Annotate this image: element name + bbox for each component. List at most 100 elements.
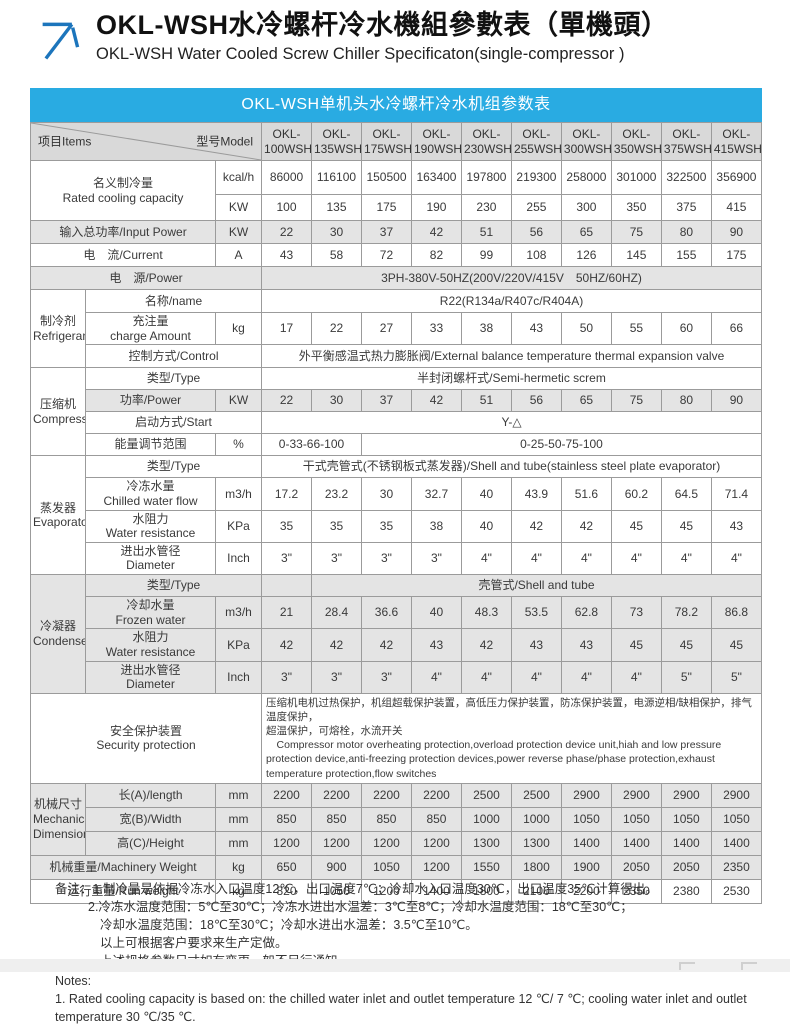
data-cell: 4": [410, 660, 462, 694]
corner-cell: 项目Items 型号Model: [29, 122, 263, 161]
data-cell: 37: [360, 389, 412, 413]
data-cell: 60.2: [610, 477, 662, 511]
data-cell: 60: [660, 311, 712, 346]
page-subtitle: OKL-WSH Water Cooled Screw Chiller Speci…: [96, 45, 625, 63]
data-cell: 3": [410, 541, 462, 576]
data-cell: 32.7: [410, 477, 462, 511]
row-label: 电 流/Current: [30, 243, 216, 267]
row-label: 启动方式/Start: [84, 411, 263, 435]
unit-cell: kg: [214, 878, 263, 904]
unit-cell: KW: [214, 389, 263, 413]
data-cell: 38: [460, 311, 512, 346]
data-cell: 22: [311, 311, 362, 346]
data-cell: 190: [410, 194, 462, 221]
data-cell: 1050: [360, 854, 412, 880]
row-label: 机械重量/Machinery Weight: [30, 854, 216, 880]
data-cell: 2900: [610, 782, 662, 808]
data-cell: 2900: [560, 782, 612, 808]
data-cell: 51: [460, 389, 512, 413]
row-label: 控制方式/Control: [84, 344, 263, 369]
model-header-cell: OKL- 415WSH: [710, 122, 763, 161]
data-cell: 4": [510, 660, 562, 694]
group-label: 蒸发器 Evaporator: [30, 455, 86, 575]
data-cell: 1050: [610, 806, 662, 832]
data-cell: 1300: [460, 830, 512, 856]
data-cell: 65: [560, 220, 612, 244]
unit-cell: KW: [214, 194, 263, 221]
data-cell: 23.2: [311, 477, 362, 511]
data-cell: 4": [610, 660, 662, 694]
data-cell: 99: [460, 243, 512, 267]
data-cell: 3": [261, 541, 312, 576]
data-cell: 1200: [360, 830, 412, 856]
data-cell: 43: [510, 628, 562, 662]
data-cell: 90: [710, 220, 763, 244]
cutoff-mark-icon: [679, 962, 695, 970]
data-cell: 86000: [261, 160, 312, 195]
row-label: 水阻力 Water resistance: [85, 509, 216, 543]
data-cell: 219300: [510, 160, 562, 195]
data-cell: 66: [710, 311, 763, 346]
data-cell: 2350: [710, 854, 763, 880]
data-cell: 850: [410, 806, 462, 832]
data-cell: 4": [510, 541, 562, 576]
model-header-cell: OKL- 350WSH: [610, 122, 662, 161]
data-cell: 4": [660, 541, 712, 576]
data-cell: 43: [261, 243, 312, 267]
data-cell: 80: [660, 220, 712, 244]
unit-cell: mm: [214, 806, 263, 832]
data-cell: 900: [311, 854, 362, 880]
data-cell: 43: [510, 311, 562, 346]
unit-cell: m3/h: [214, 477, 263, 511]
data-cell: 42: [360, 628, 412, 662]
value-cell: R22(R134a/R407c/R404A): [261, 289, 762, 313]
data-cell: 45: [660, 628, 712, 662]
data-cell: 35: [360, 509, 412, 543]
note-line: 1. Rated cooling capacity is based on: t…: [55, 992, 747, 1024]
data-cell: 5": [660, 660, 712, 694]
data-cell: 64.5: [660, 477, 712, 511]
unit-cell: KW: [214, 220, 263, 244]
model-header-cell: OKL- 300WSH: [560, 122, 612, 161]
data-cell: 1050: [660, 806, 712, 832]
notes-label: Notes:: [55, 974, 92, 988]
data-cell: 356900: [710, 160, 763, 195]
data-cell: 40: [410, 595, 462, 630]
notes-section: 备注：1.制冷量是依据冷冻水入口温度12℃，出口温度7℃；冷却水入口温度30℃，…: [55, 880, 765, 1026]
data-cell: 163400: [410, 160, 462, 195]
data-cell: 135: [311, 194, 362, 221]
data-cell: 45: [660, 509, 712, 543]
data-cell: 1400: [410, 878, 462, 904]
data-cell: 1050: [311, 878, 362, 904]
data-cell: 51: [460, 220, 512, 244]
data-cell: 90: [710, 389, 763, 413]
data-cell: 42: [261, 628, 312, 662]
row-label: 充注量 charge Amount: [85, 311, 216, 346]
group-label: 压缩机 Compressor: [30, 367, 86, 457]
catalog-page: OKL-WSH水冷螺杆冷水機組參數表（單機頭） OKL-WSH Water Co…: [0, 10, 790, 1024]
data-cell: 2050: [660, 854, 712, 880]
data-cell: 3": [261, 660, 312, 694]
data-cell: 58: [311, 243, 362, 267]
data-cell: 2500: [460, 782, 512, 808]
model-header-cell: OKL- 230WSH: [460, 122, 512, 161]
data-cell: 62.8: [560, 595, 612, 630]
data-cell: 40: [460, 477, 512, 511]
data-cell: 2050: [610, 854, 662, 880]
data-cell: 17: [261, 311, 312, 346]
row-label: 输入总功率/Input Power: [30, 220, 216, 244]
data-cell: 322500: [660, 160, 712, 195]
data-cell: 100: [261, 194, 312, 221]
row-label: 冷却水量 Frozen water: [85, 595, 216, 630]
data-cell: 230: [460, 194, 512, 221]
table-title-bar: OKL-WSH单机头水冷螺杆冷水机组参数表: [30, 88, 762, 122]
data-cell: 258000: [560, 160, 612, 195]
data-cell: 33: [410, 311, 462, 346]
data-cell: 1900: [560, 854, 612, 880]
row-label: 功率/Power: [85, 389, 216, 413]
unit-cell: A: [214, 243, 263, 267]
unit-cell: kg: [214, 854, 263, 880]
data-cell: 30: [311, 220, 362, 244]
data-cell: 175: [710, 243, 763, 267]
data-cell: 65: [560, 389, 612, 413]
